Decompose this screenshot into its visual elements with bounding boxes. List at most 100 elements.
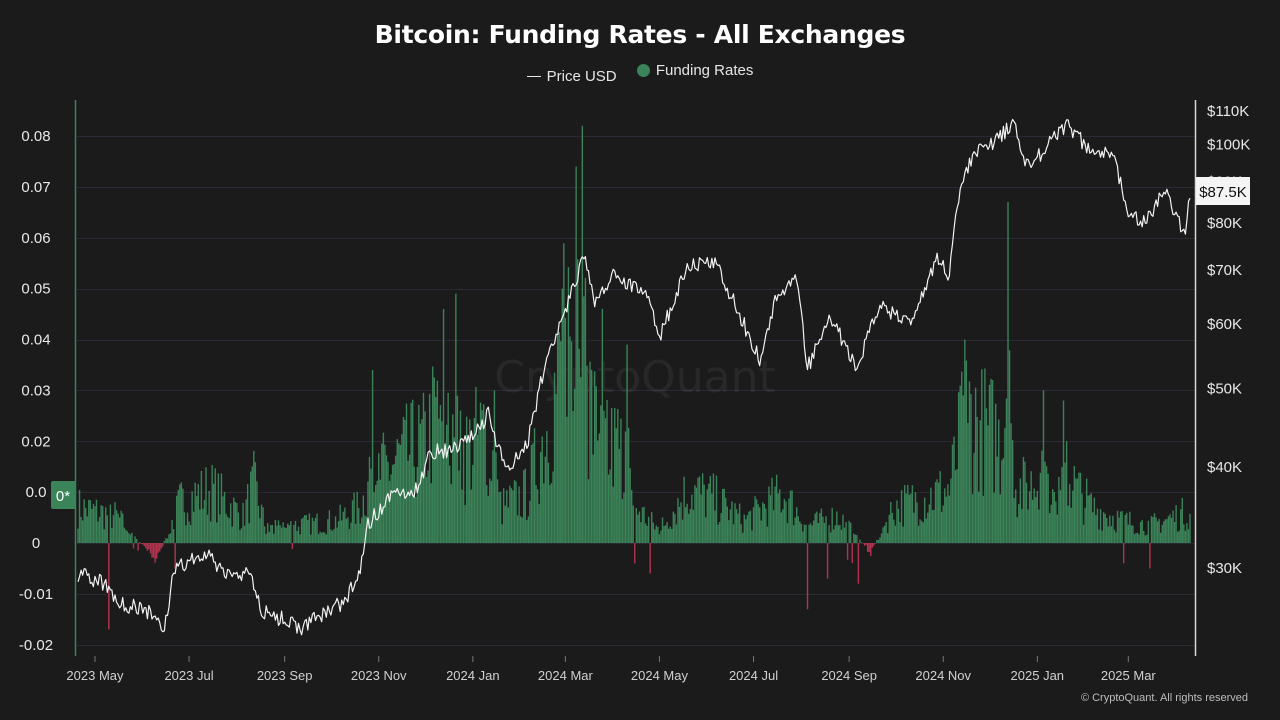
funding-rate-bar: [172, 529, 175, 543]
funding-rate-bar: [177, 489, 179, 543]
funding-rate-bar: [192, 511, 195, 543]
funding-rate-bar: [259, 518, 261, 543]
funding-rate-bar: [721, 488, 724, 543]
funding-rate-bar: [669, 526, 671, 543]
funding-rate-bar: [979, 420, 981, 543]
funding-rate-bar: [940, 511, 943, 543]
funding-rate-bar: [717, 524, 719, 543]
left-tick-label: 0.06: [21, 230, 50, 247]
funding-rate-bar: [1173, 521, 1176, 543]
funding-rate-bar: [553, 372, 556, 543]
funding-rate-bar: [185, 525, 187, 543]
funding-rate-bar: [993, 492, 995, 543]
right-tick-label: $40K: [1207, 459, 1242, 476]
funding-rate-bar: [612, 486, 614, 543]
left-tick-label: 0.03: [21, 382, 50, 399]
right-tick-label: $110K: [1207, 103, 1249, 120]
funding-rate-bar: [424, 411, 426, 543]
funding-rate-bar: [862, 543, 864, 544]
funding-rate-bar: [678, 506, 681, 543]
funding-rate-bar: [86, 516, 88, 543]
funding-rate-bar: [555, 394, 557, 543]
funding-rate-bar: [686, 503, 688, 543]
funding-rate-bar: [350, 522, 352, 543]
funding-rate-bar: [634, 543, 636, 564]
funding-rate-bar: [854, 534, 857, 543]
funding-rate-bar: [802, 531, 804, 543]
funding-rate-bar: [475, 387, 477, 543]
funding-rate-bar: [902, 526, 904, 543]
funding-rate-bar: [470, 489, 472, 543]
funding-rate-bar: [894, 525, 897, 543]
funding-rate-bar: [317, 534, 320, 543]
funding-rate-bar: [936, 479, 938, 543]
funding-rate-bar: [214, 468, 216, 543]
funding-rate-bar: [387, 461, 389, 543]
funding-rate-bar: [135, 538, 138, 543]
funding-rate-bar: [720, 513, 722, 543]
funding-rate-bar: [908, 494, 910, 543]
funding-rate-bar: [320, 532, 323, 543]
funding-rate-bar: [1035, 497, 1037, 543]
funding-rate-bar: [282, 522, 284, 543]
funding-rate-bar: [1016, 517, 1018, 543]
funding-rate-bar: [734, 503, 736, 543]
funding-rate-bar: [754, 496, 756, 543]
funding-rate-bar: [92, 503, 95, 543]
funding-rate-bar: [794, 517, 796, 543]
funding-rate-bar: [779, 489, 781, 543]
funding-rate-bar: [134, 536, 136, 543]
funding-rate-bar: [1078, 472, 1080, 543]
funding-rate-bar: [529, 500, 531, 543]
funding-rate-bar: [1121, 511, 1123, 543]
funding-rate-bar: [922, 522, 924, 543]
funding-rate-bar: [515, 481, 517, 543]
funding-rate-bar: [598, 433, 600, 543]
funding-rate-bar: [268, 531, 270, 543]
funding-rate-bar: [297, 526, 300, 543]
funding-rate-bar: [1044, 461, 1046, 543]
funding-rate-bar: [689, 508, 691, 543]
legend-item-funding[interactable]: Funding Rates: [636, 62, 753, 79]
funding-rate-bar: [996, 456, 998, 543]
funding-rate-bar: [524, 468, 526, 543]
funding-rate-bar: [610, 408, 613, 543]
funding-rate-bar: [1062, 400, 1065, 543]
funding-rate-bar: [998, 419, 1000, 543]
funding-rate-bar: [348, 529, 351, 543]
funding-rate-bar: [796, 507, 798, 543]
funding-rate-bar: [456, 395, 459, 543]
funding-rate-bar: [1004, 428, 1006, 543]
funding-rate-bar: [999, 494, 1001, 543]
funding-rate-bar: [302, 517, 304, 543]
funding-rate-bar: [768, 486, 770, 543]
right-tick-label: $50K: [1207, 380, 1242, 397]
funding-rate-bar: [564, 317, 567, 543]
funding-rate-bar: [732, 524, 735, 543]
funding-rate-bar: [120, 510, 122, 543]
funding-rate-bar: [681, 519, 684, 543]
funding-rate-bar: [222, 496, 224, 543]
right-tick-label: $30K: [1207, 560, 1242, 577]
funding-rate-bar: [1152, 516, 1154, 543]
funding-rate-bar: [308, 513, 311, 543]
funding-rate-bar: [1160, 532, 1162, 543]
legend-item-price[interactable]: Price USD: [526, 68, 617, 85]
funding-rate-bar: [771, 477, 773, 543]
funding-rate-bar: [709, 475, 712, 543]
funding-rate-bar: [735, 509, 738, 543]
funding-rate-bar: [1076, 478, 1079, 543]
funding-rate-bar: [1146, 534, 1148, 543]
funding-rate-bar: [1096, 508, 1099, 543]
funding-rate-bar: [336, 527, 338, 543]
funding-rate-bar: [506, 490, 508, 543]
funding-rate-bar: [487, 495, 489, 543]
funding-rate-bar: [240, 528, 243, 543]
funding-rate-bar: [81, 520, 84, 543]
funding-rate-bar: [128, 533, 130, 543]
funding-rate-bar: [413, 466, 415, 543]
funding-rate-bar: [615, 428, 617, 543]
funding-rate-bar: [532, 443, 534, 543]
funding-rate-bar: [263, 526, 266, 543]
